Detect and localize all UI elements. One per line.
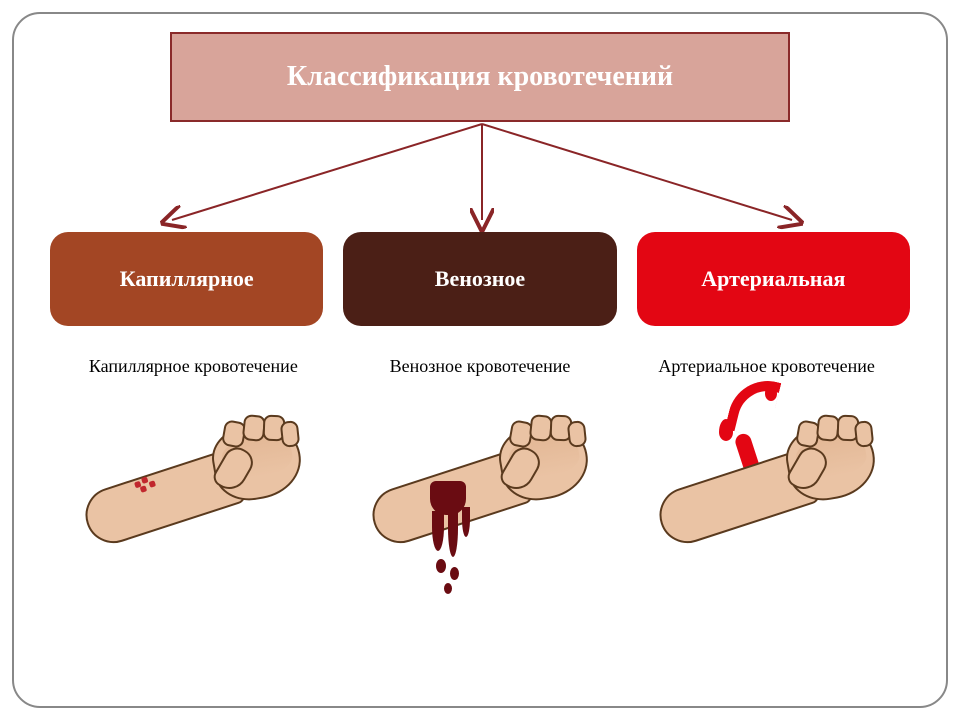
illustration-label: Венозное кровотечение [337,356,624,377]
category-box-1: Венозное [343,232,616,326]
hand-illustration [647,391,887,571]
branch-arrows [42,122,918,232]
title-text: Классификация кровотечений [287,61,673,93]
arrows-row [42,122,918,232]
category-label: Капиллярное [120,266,254,292]
hand-illustration [73,391,313,571]
illustration-col-1: Венозное кровотечение [337,356,624,571]
illustration-col-2: Артериальное кровотечение [623,356,910,571]
hand-illustration [360,391,600,571]
blood-venous-icon [420,487,500,597]
category-box-0: Капиллярное [50,232,323,326]
category-label: Венозное [435,266,525,292]
category-label: Артериальная [701,266,845,292]
illustration-col-0: Капиллярное кровотечение [50,356,337,571]
diagram-frame: Классификация кровотечений Капиллярное Ве… [12,12,948,708]
illustration-row: Капиллярное кровотечение Венозное кровот… [42,356,918,571]
illustration-label: Капиллярное кровотечение [50,356,337,377]
category-box-2: Артериальная [637,232,910,326]
illustration-label: Артериальное кровотечение [623,356,910,377]
title-box: Классификация кровотечений [170,32,790,122]
category-row: Капиллярное Венозное Артериальная [42,232,918,326]
